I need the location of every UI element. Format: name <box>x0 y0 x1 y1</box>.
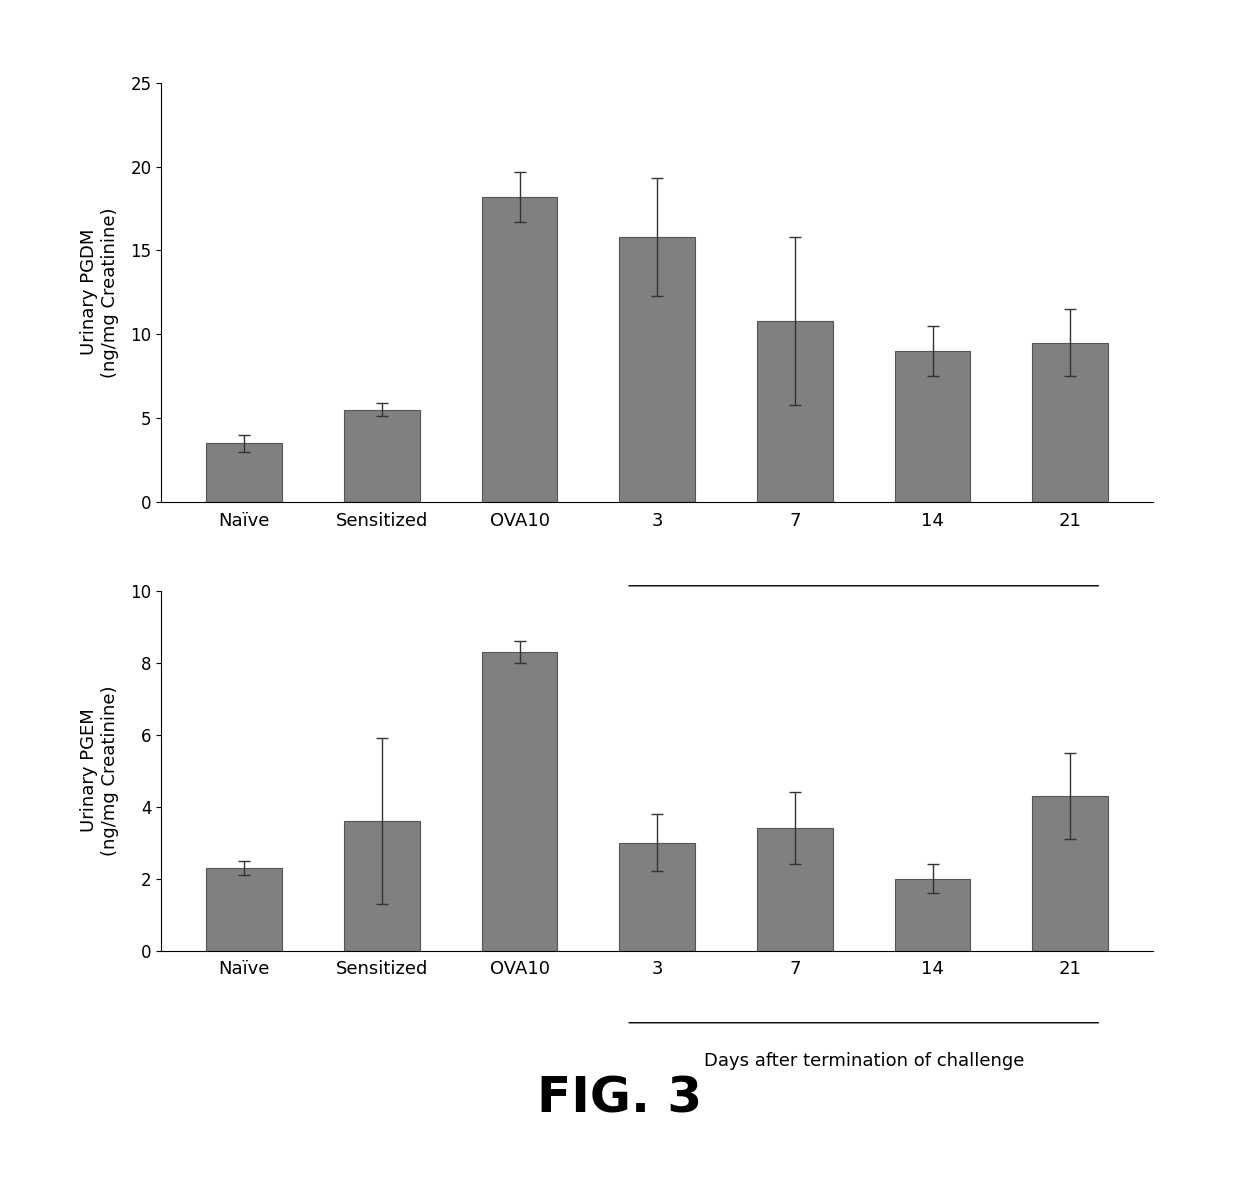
Bar <box>343 821 419 951</box>
Bar <box>756 321 833 502</box>
Bar <box>619 237 696 502</box>
Bar <box>895 879 971 951</box>
Y-axis label: Urinary PGEM
(ng/mg Creatinine): Urinary PGEM (ng/mg Creatinine) <box>81 685 119 856</box>
Bar <box>1033 796 1109 951</box>
Bar <box>1033 342 1109 502</box>
Text: FIG. 3: FIG. 3 <box>537 1075 703 1122</box>
Bar <box>206 868 281 951</box>
Y-axis label: Urinary PGDM
(ng/mg Creatinine): Urinary PGDM (ng/mg Creatinine) <box>81 207 119 378</box>
Bar <box>343 410 419 502</box>
Text: Days after termination of challenge: Days after termination of challenge <box>703 619 1024 638</box>
Bar <box>895 351 971 502</box>
Bar <box>619 843 696 951</box>
Bar <box>206 443 281 502</box>
Bar <box>481 652 558 951</box>
Bar <box>481 197 558 502</box>
Bar <box>756 828 833 951</box>
Text: Days after termination of challenge: Days after termination of challenge <box>703 1051 1024 1070</box>
